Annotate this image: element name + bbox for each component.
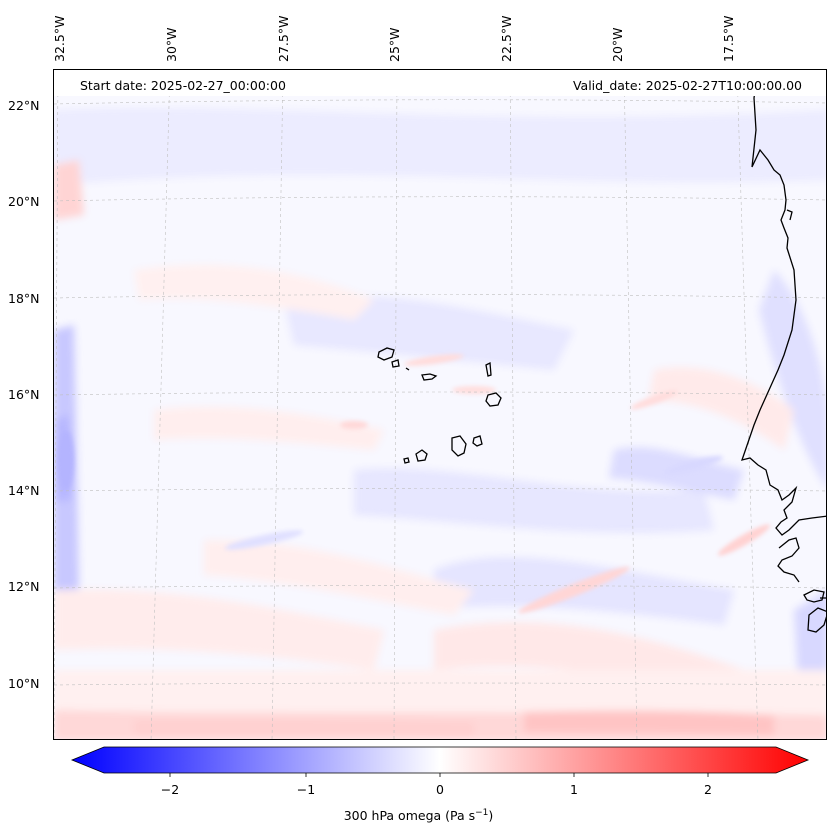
colorbar-tick: −1 [296, 782, 316, 797]
colorbar-label-sup: −1 [475, 808, 489, 818]
lat-label: 12°N [8, 579, 40, 594]
colorbar-tick: −2 [160, 782, 180, 797]
omega-shading [54, 107, 826, 739]
lon-label: 32.5°W [52, 15, 67, 62]
lon-label: 20°W [610, 27, 625, 62]
lat-label: 18°N [8, 291, 40, 306]
valid-date-label: Valid_date: 2025-02-27T10:00:00.00 [572, 78, 802, 93]
info-bar: Start date: 2025-02-27_00:00:00 Valid_da… [54, 70, 826, 96]
lon-label: 30°W [164, 27, 179, 62]
lat-label: 16°N [8, 387, 40, 402]
map-panel[interactable]: Start date: 2025-02-27_00:00:00 Valid_da… [53, 69, 827, 740]
lat-label: 20°N [8, 194, 40, 209]
lon-label: 27.5°W [276, 15, 291, 62]
lon-label: 25°W [387, 27, 402, 62]
graticule [54, 70, 826, 739]
colorbar-label-main: 300 hPa omega (Pa s [343, 808, 476, 824]
lat-label: 10°N [8, 676, 40, 691]
lon-label: 22.5°W [499, 15, 514, 62]
colorbar-tick: 1 [570, 782, 578, 797]
lat-label: 22°N [8, 98, 40, 113]
lon-label: 17.5°W [721, 15, 736, 62]
colorbar [70, 746, 810, 777]
colorbar-label: 300 hPa omega (Pa s−1) [0, 808, 837, 823]
colorbar-label-end: ) [488, 808, 494, 824]
colorbar-tick: 0 [436, 782, 444, 797]
omega-field [54, 70, 826, 739]
coastline [740, 70, 826, 633]
lat-label: 14°N [8, 483, 40, 498]
islands-outline [377, 347, 502, 464]
start-date-label: Start date: 2025-02-27_00:00:00 [80, 78, 286, 93]
colorbar-tick: 2 [704, 782, 712, 797]
